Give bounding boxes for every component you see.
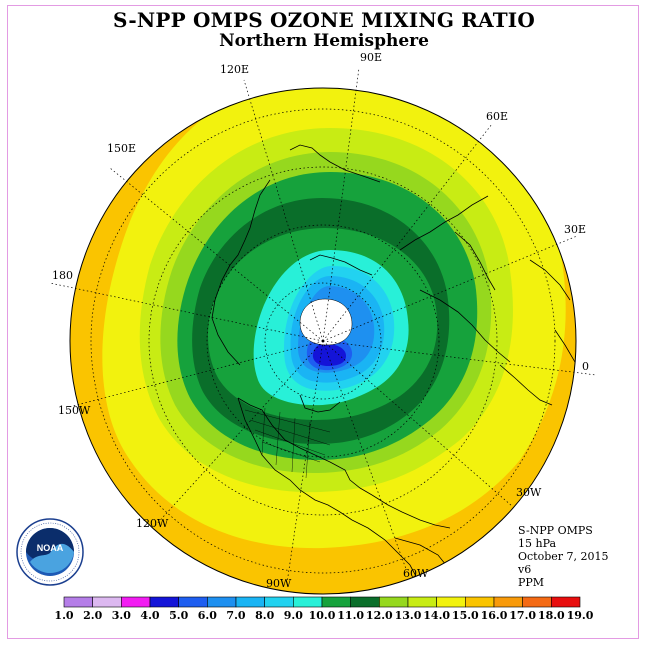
graticule [49, 67, 597, 584]
state-borders [244, 407, 331, 479]
colorbar-label: 13.0 [395, 609, 422, 622]
colorbar-label: 1.0 [54, 609, 73, 622]
colorbar-label: 4.0 [140, 609, 159, 622]
lon-label-150e: 150E [107, 142, 136, 155]
colorbar-label: 18.0 [538, 609, 565, 622]
colorbar-label: 11.0 [337, 609, 364, 622]
map-subtitle: Northern Hemisphere [219, 31, 429, 51]
colorbar-swatch [350, 596, 380, 608]
colorbar-label: 8.0 [255, 609, 274, 622]
colorbar-label: 9.0 [284, 609, 303, 622]
colorbar-swatch [207, 596, 237, 608]
colorbar-swatch [493, 596, 523, 608]
map-title: S-NPP OMPS OZONE MIXING RATIO [113, 8, 535, 32]
colorbar-swatch [321, 596, 351, 608]
colorbar-label: 2.0 [83, 609, 102, 622]
colorbar-label: 19.0 [567, 609, 594, 622]
lon-label-180: 180 [52, 269, 73, 282]
colorbar-label: 12.0 [366, 609, 393, 622]
colorbar-swatch [178, 596, 208, 608]
colorbar-swatch [436, 596, 466, 608]
band-4-5 [312, 343, 346, 366]
polar-night-mask [299, 298, 353, 346]
colorbar-swatch [149, 596, 179, 608]
colorbar-swatch [551, 596, 581, 608]
colorbar-label: 15.0 [452, 609, 479, 622]
colorbar-label: 5.0 [169, 609, 188, 622]
colorbar-label: 6.0 [198, 609, 217, 622]
lon-label-60e: 60E [486, 110, 508, 123]
map-boundary [69, 87, 577, 595]
lon-label-30e: 30E [564, 223, 586, 236]
noaa-logo-icon: NOAA [16, 518, 84, 586]
colorbar-swatch [235, 596, 265, 608]
colorbar-label: 10.0 [309, 609, 336, 622]
lon-label-120w: 120W [136, 517, 169, 530]
lon-label-150w: 150W [58, 404, 91, 417]
colorbar-swatch [293, 596, 323, 608]
colorbar-label: 14.0 [423, 609, 450, 622]
lon-label-60w: 60W [403, 567, 429, 580]
info-units: PPM [518, 576, 545, 589]
colorbar-swatch [92, 596, 122, 608]
colorbar-label: 16.0 [481, 609, 508, 622]
info-version: v6 [518, 563, 532, 576]
lon-label-30w: 30W [516, 486, 542, 499]
noaa-logo-text: NOAA [37, 543, 64, 553]
colorbar-swatch [264, 596, 294, 608]
coastlines [211, 144, 576, 581]
lon-label-0: 0 [582, 360, 589, 373]
lon-label-120e: 120E [220, 63, 249, 76]
lon-label-90e: 90E [360, 51, 382, 64]
info-satellite: S-NPP OMPS [518, 524, 593, 537]
colorbar-swatch [522, 596, 552, 608]
colorbar-label: 7.0 [226, 609, 245, 622]
colorbar-label: 3.0 [112, 609, 131, 622]
colorbar-swatch [379, 596, 409, 608]
colorbar-label: 17.0 [509, 609, 536, 622]
colorbar-swatch [121, 596, 151, 608]
colorbar-swatch [63, 596, 93, 608]
lon-label-90w: 90W [266, 577, 292, 590]
info-date: October 7, 2015 [518, 550, 609, 563]
info-pressure: 15 hPa [518, 537, 557, 550]
colorbar-swatch [465, 596, 495, 608]
figure-frame [7, 5, 639, 639]
colorbar: 1.0 2.0 3.0 4.0 5.0 6.0 7.0 8.0 9.0 10.0 11.0 12.0 1… [54, 596, 594, 622]
colorbar-swatch [407, 596, 437, 608]
